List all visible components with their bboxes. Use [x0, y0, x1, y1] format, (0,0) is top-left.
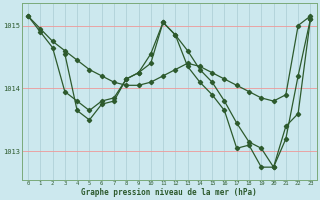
X-axis label: Graphe pression niveau de la mer (hPa): Graphe pression niveau de la mer (hPa)	[81, 188, 257, 197]
